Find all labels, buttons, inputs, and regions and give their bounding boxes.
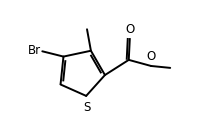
Text: S: S — [83, 101, 90, 113]
Text: O: O — [146, 50, 156, 63]
Text: O: O — [126, 23, 135, 36]
Text: Br: Br — [28, 44, 41, 57]
